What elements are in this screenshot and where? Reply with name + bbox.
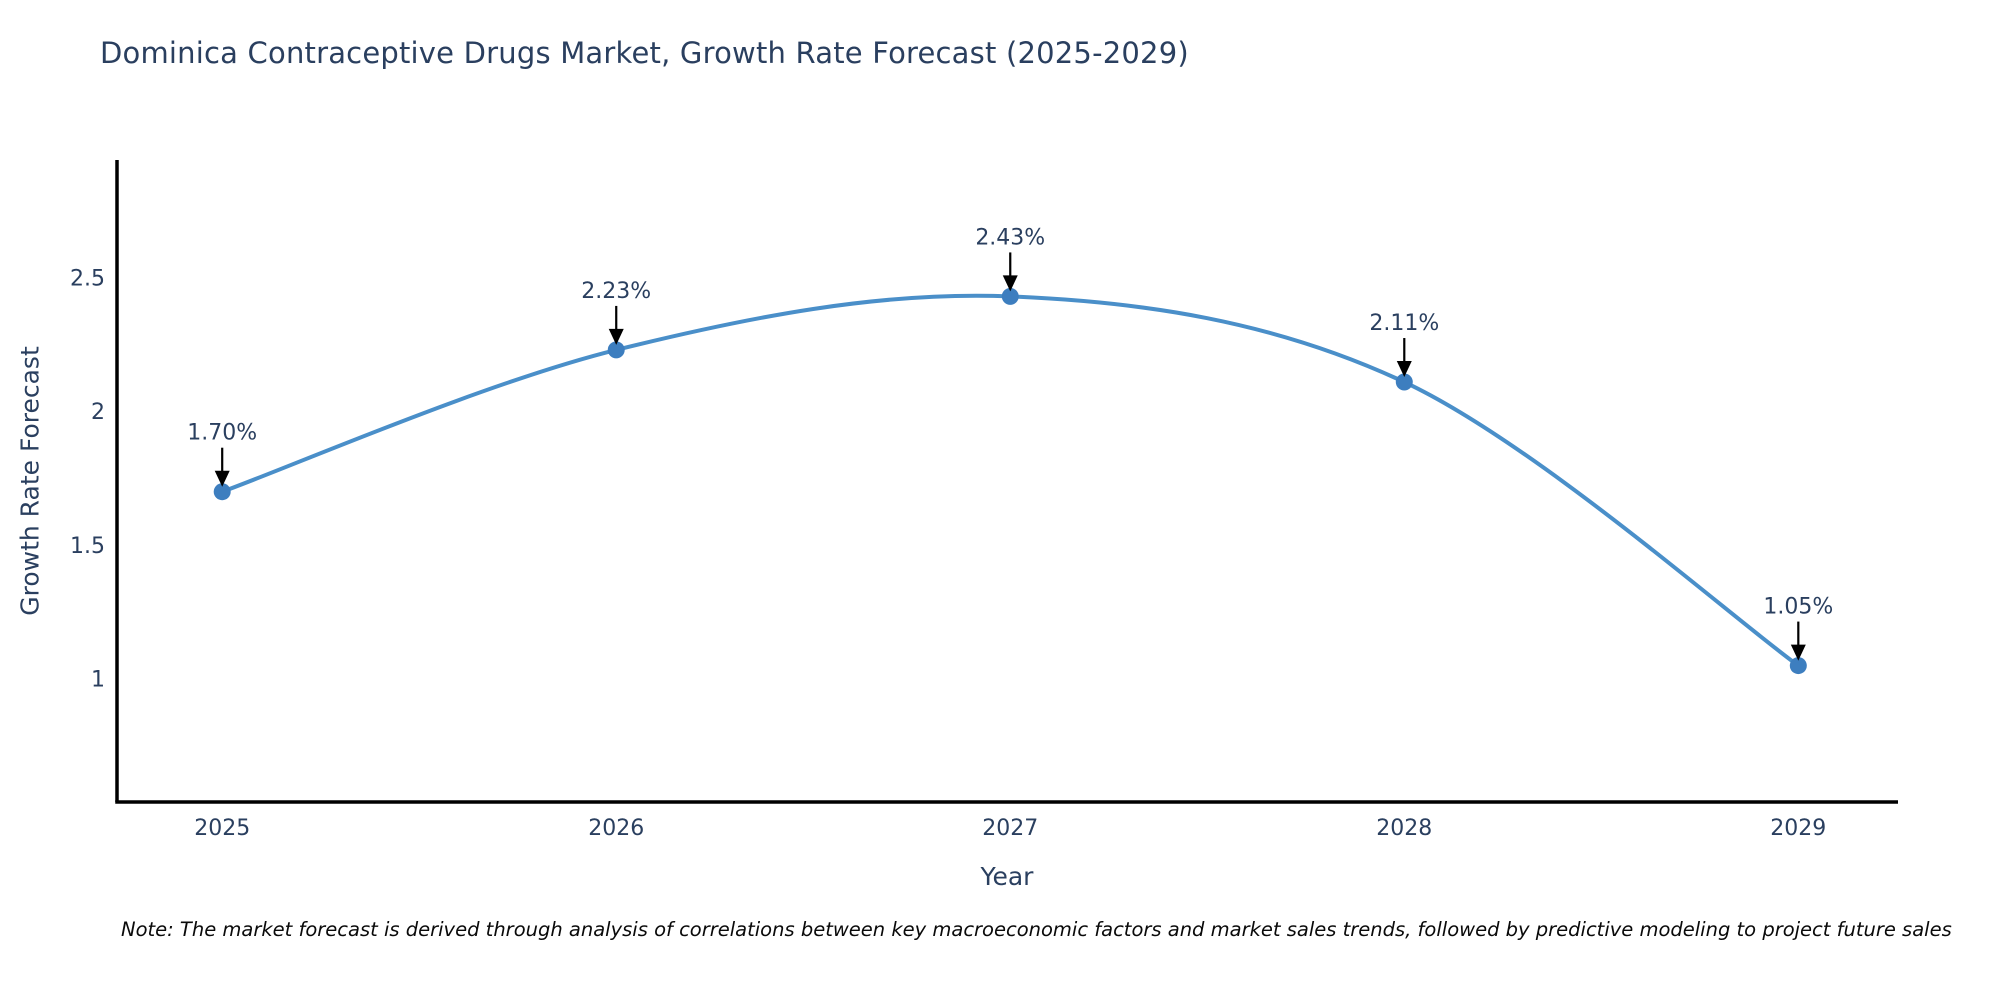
data-point-marker — [213, 483, 231, 501]
series-line — [220, 293, 1801, 668]
x-tick-label: 2026 — [588, 816, 644, 841]
data-point-label: 2.23% — [581, 279, 651, 304]
annotation-arrowhead — [1790, 644, 1806, 661]
y-tick-label: 1 — [91, 668, 105, 693]
data-point-label: 2.43% — [975, 225, 1045, 250]
data-point-label: 1.05% — [1763, 595, 1833, 620]
x-tick-label: 2028 — [1376, 816, 1432, 841]
data-point-label: 2.11% — [1369, 311, 1439, 336]
x-tick-label: 2025 — [194, 816, 250, 841]
data-point-label: 1.70% — [187, 421, 257, 446]
x-tick-label: 2029 — [1770, 816, 1826, 841]
y-tick-label: 1.5 — [70, 534, 105, 559]
data-point-marker — [1001, 287, 1019, 305]
data-point-marker — [1789, 657, 1807, 675]
annotation-arrowhead — [1002, 275, 1018, 292]
y-tick-label: 2 — [91, 400, 105, 425]
annotation-arrowhead — [608, 328, 624, 345]
annotation-arrowhead — [1396, 361, 1412, 378]
chart-title: Dominica Contraceptive Drugs Market, Gro… — [100, 36, 1189, 70]
data-point-marker — [607, 341, 625, 359]
chart-note: Note: The market forecast is derived thr… — [121, 918, 1952, 941]
x-tick-label: 2027 — [982, 816, 1038, 841]
annotation-arrowhead — [214, 470, 230, 487]
x-axis-label: Year — [980, 862, 1034, 891]
data-point-marker — [1395, 373, 1413, 391]
y-tick-label: 2.5 — [70, 266, 105, 291]
